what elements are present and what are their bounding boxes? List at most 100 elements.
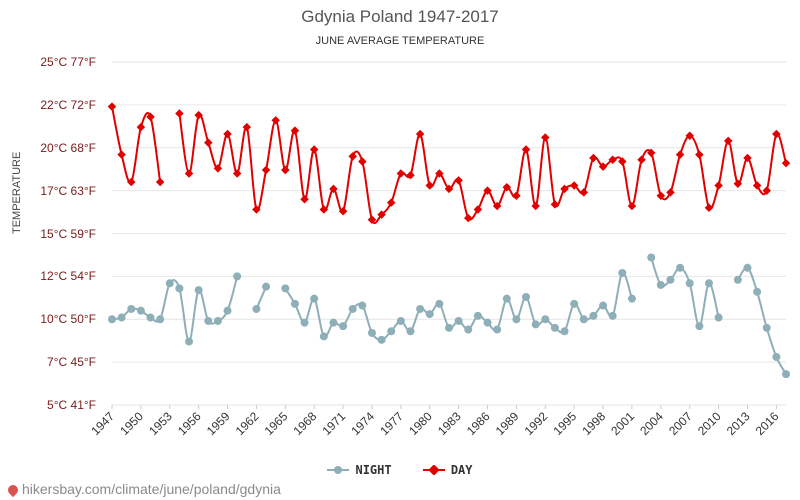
legend-item-night[interactable]: NIGHT	[327, 463, 392, 477]
data-point-day[interactable]	[213, 164, 223, 173]
data-point-day[interactable]	[473, 205, 483, 214]
data-point-night[interactable]	[483, 318, 492, 327]
data-point-night[interactable]	[531, 320, 540, 329]
data-point-night[interactable]	[204, 316, 213, 325]
data-point-night[interactable]	[358, 301, 367, 310]
data-point-night[interactable]	[348, 304, 357, 313]
data-point-day[interactable]	[483, 186, 492, 195]
data-point-night[interactable]	[416, 304, 425, 313]
legend[interactable]: NIGHT DAY	[0, 462, 800, 477]
data-point-night[interactable]	[108, 315, 116, 324]
data-point-day[interactable]	[136, 122, 146, 132]
data-point-night[interactable]	[396, 316, 405, 325]
data-point-night[interactable]	[666, 275, 675, 284]
data-point-day[interactable]	[723, 136, 733, 146]
data-point-night[interactable]	[281, 284, 290, 293]
data-point-day[interactable]	[252, 205, 261, 214]
data-point-night[interactable]	[782, 370, 790, 379]
data-point-day[interactable]	[194, 110, 203, 120]
data-point-night[interactable]	[300, 318, 309, 327]
data-point-night[interactable]	[685, 279, 694, 288]
data-point-night[interactable]	[262, 282, 271, 291]
data-point-night[interactable]	[156, 315, 165, 324]
data-point-night[interactable]	[493, 325, 502, 334]
data-point-day[interactable]	[444, 184, 454, 194]
data-point-day[interactable]	[435, 169, 444, 178]
data-point-day[interactable]	[704, 203, 714, 213]
data-point-night[interactable]	[117, 313, 126, 322]
data-point-night[interactable]	[772, 352, 781, 361]
data-point-night[interactable]	[310, 294, 319, 303]
data-point-night[interactable]	[454, 316, 463, 325]
data-point-day[interactable]	[550, 200, 560, 209]
data-point-day[interactable]	[338, 206, 348, 216]
data-point-day[interactable]	[127, 177, 136, 187]
data-point-night[interactable]	[233, 272, 242, 281]
data-point-day[interactable]	[579, 188, 589, 197]
data-point-night[interactable]	[647, 253, 656, 262]
data-point-night[interactable]	[579, 315, 588, 324]
data-point-night[interactable]	[762, 323, 771, 332]
data-point-night[interactable]	[570, 299, 579, 308]
data-point-day[interactable]	[232, 169, 242, 178]
data-point-night[interactable]	[473, 311, 482, 320]
data-point-night[interactable]	[406, 327, 415, 336]
data-point-night[interactable]	[753, 287, 762, 296]
data-point-day[interactable]	[492, 201, 502, 211]
data-point-day[interactable]	[367, 215, 377, 225]
data-point-night[interactable]	[194, 286, 203, 295]
data-point-night[interactable]	[425, 310, 434, 319]
data-point-night[interactable]	[185, 337, 194, 346]
data-point-night[interactable]	[290, 299, 299, 308]
data-point-night[interactable]	[339, 322, 348, 331]
data-point-day[interactable]	[666, 188, 675, 197]
data-point-night[interactable]	[367, 328, 376, 337]
data-point-day[interactable]	[521, 145, 531, 154]
data-point-day[interactable]	[204, 138, 213, 147]
data-point-day[interactable]	[541, 133, 550, 142]
data-point-day[interactable]	[377, 210, 386, 219]
data-point-night[interactable]	[252, 304, 261, 313]
data-point-night[interactable]	[522, 292, 531, 301]
data-point-night[interactable]	[714, 313, 723, 322]
data-point-night[interactable]	[213, 316, 222, 325]
data-point-night[interactable]	[743, 263, 752, 272]
data-point-night[interactable]	[223, 306, 232, 315]
data-point-night[interactable]	[175, 284, 184, 293]
data-point-night[interactable]	[512, 315, 521, 324]
data-point-day[interactable]	[589, 153, 598, 163]
data-point-night[interactable]	[656, 280, 665, 289]
data-point-day[interactable]	[464, 213, 473, 223]
data-point-day[interactable]	[627, 201, 637, 211]
data-point-night[interactable]	[733, 275, 742, 284]
data-point-night[interactable]	[136, 306, 145, 315]
data-point-night[interactable]	[550, 323, 559, 332]
data-point-night[interactable]	[541, 315, 550, 324]
data-point-night[interactable]	[464, 325, 473, 334]
data-point-day[interactable]	[309, 145, 319, 154]
data-point-day[interactable]	[107, 102, 117, 111]
data-point-night[interactable]	[704, 279, 713, 288]
data-point-night[interactable]	[127, 304, 136, 313]
data-point-day[interactable]	[425, 181, 434, 190]
data-point-night[interactable]	[560, 327, 569, 336]
data-point-day[interactable]	[637, 155, 646, 164]
data-point-day[interactable]	[531, 201, 540, 211]
data-point-day[interactable]	[415, 129, 425, 139]
data-point-day[interactable]	[714, 181, 723, 190]
data-point-night[interactable]	[319, 332, 328, 341]
data-point-night[interactable]	[676, 263, 685, 272]
data-point-night[interactable]	[502, 294, 511, 303]
data-point-night[interactable]	[599, 301, 608, 310]
data-point-day[interactable]	[242, 122, 252, 132]
data-point-night[interactable]	[695, 322, 704, 331]
data-point-day[interactable]	[155, 177, 165, 187]
data-point-night[interactable]	[377, 335, 386, 344]
data-point-night[interactable]	[165, 279, 174, 288]
data-point-day[interactable]	[358, 157, 367, 166]
data-point-day[interactable]	[454, 176, 463, 185]
data-point-night[interactable]	[387, 327, 396, 336]
source-link[interactable]: hikersbay.com/climate/june/poland/gdynia	[5, 481, 281, 498]
data-point-night[interactable]	[329, 318, 338, 327]
legend-item-day[interactable]: DAY	[422, 463, 473, 477]
